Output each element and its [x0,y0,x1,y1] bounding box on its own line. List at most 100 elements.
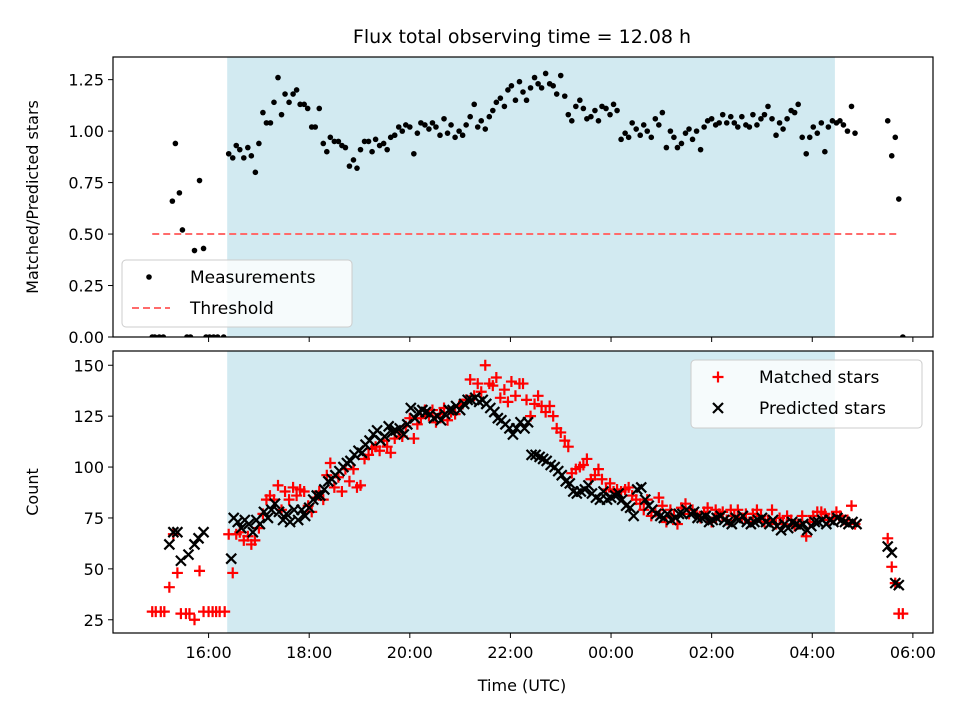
measurement-point [652,115,659,122]
measurement-point [493,99,500,106]
matched-star-point [509,390,521,402]
measurement-point [610,101,617,108]
x-tick-label: 22:00 [487,643,533,662]
matched-star-point-shape [291,490,303,502]
measurement-point [256,140,262,147]
matched-star-point [385,447,397,459]
measurement-point [735,124,741,130]
predicted-star-point-shape [507,428,519,441]
measurement-point [200,245,207,252]
matched-star-point-shape [498,384,510,396]
measurement-point [784,115,790,122]
ratio-y-tick-label: 1.00 [68,122,104,141]
measurement-point [640,122,647,128]
measurement-point [304,105,311,112]
measurement-point [758,115,764,122]
matched-star-point-shape [505,376,517,388]
matched-star-point-shape [596,473,608,485]
matched-star-point [589,469,601,481]
measurement-point [452,134,458,141]
matched-star-point [381,441,393,453]
measurement-point [693,128,700,134]
matched-star-point [479,359,491,371]
measurement-point [520,89,526,95]
measurement-point [840,122,847,128]
matched-star-point [171,567,183,579]
matched-star-point-shape [408,433,420,445]
predicted-star-point-shape [292,514,304,526]
matched-star-point [328,481,340,493]
measurement-point [422,122,428,128]
measurement-point [852,130,858,136]
matched-star-point [498,384,510,396]
matched-star-point-shape [475,386,487,398]
predicted-star-point [627,510,640,522]
count-panel: 25 50 75 100 125 150 16:00 18:00 20:00 22:00 00:00… [23,350,936,662]
predicted-star-point-shape [612,487,625,500]
matched-star-point [577,459,589,471]
matched-star-point-shape [188,614,200,626]
predicted-star-point [775,524,787,536]
legend-matched-handle [712,371,724,383]
x-axis-label: Time (UTC) [477,676,566,695]
predicted-star-point [243,518,255,530]
matched-star-point-shape [532,390,544,402]
predicted-star-point-shape [522,416,534,429]
measurement-point [478,118,485,124]
matched-star-point [505,376,517,388]
measurement-point [324,148,330,155]
measurement-point [441,115,447,122]
measurement-point [810,124,817,130]
measurement-point [542,70,549,77]
matched-star-point [374,445,386,457]
matched-star-point-shape [487,380,499,392]
predicted-star-point [635,481,647,494]
predicted-star-point [699,510,712,522]
measurement-point [629,120,635,126]
measurement-point [565,111,572,118]
matched-star-point [324,457,336,469]
matched-star-point [158,606,170,618]
count-axes-frame [112,350,934,634]
measurement-point [678,140,685,147]
predicted-star-point [582,479,595,492]
predicted-star-point [269,497,281,510]
matched-star-point [336,485,348,497]
ratio-plot-area [149,70,906,337]
measurement-point [577,97,583,104]
predicted-star-point-shape [280,508,293,520]
predicted-star-point-shape [393,422,406,435]
predicted-star-point-shape [673,508,685,520]
matched-star-point-shape [336,485,348,497]
measurement-point [791,109,798,116]
predicted-star-point-shape [775,524,787,536]
measurement-point [888,153,895,159]
predicted-star-point [167,526,180,538]
matched-star-point [562,441,574,453]
matched-star-point-shape [283,494,295,506]
predicted-star-point [188,538,201,551]
matched-star-point-shape [577,459,589,471]
matched-star-point [475,386,487,398]
matched-star-point [540,406,552,418]
measurement-point [769,115,775,122]
ratio-y-tick-label: 0.00 [68,328,104,347]
matched-star-point-shape [702,502,714,514]
predicted-star-point [397,428,410,441]
measurement-point [900,334,906,337]
matched-star-point [555,426,567,438]
measurement-point [169,198,176,204]
predicted-star-point-shape [382,420,395,433]
measurement-point [512,97,519,104]
predicted-star-point-shape [378,430,391,443]
measurement-point [471,101,478,108]
matched-star-point [183,608,195,620]
measurement-point [248,153,255,159]
predicted-star-point-shape [782,522,794,534]
measurement-point [727,113,734,120]
matched-star-point [559,435,571,447]
matched-star-point-shape [540,406,552,418]
matched-star-point-shape [559,435,571,447]
predicted-star-point-shape [893,579,905,591]
matched-star-point-shape [374,445,386,457]
